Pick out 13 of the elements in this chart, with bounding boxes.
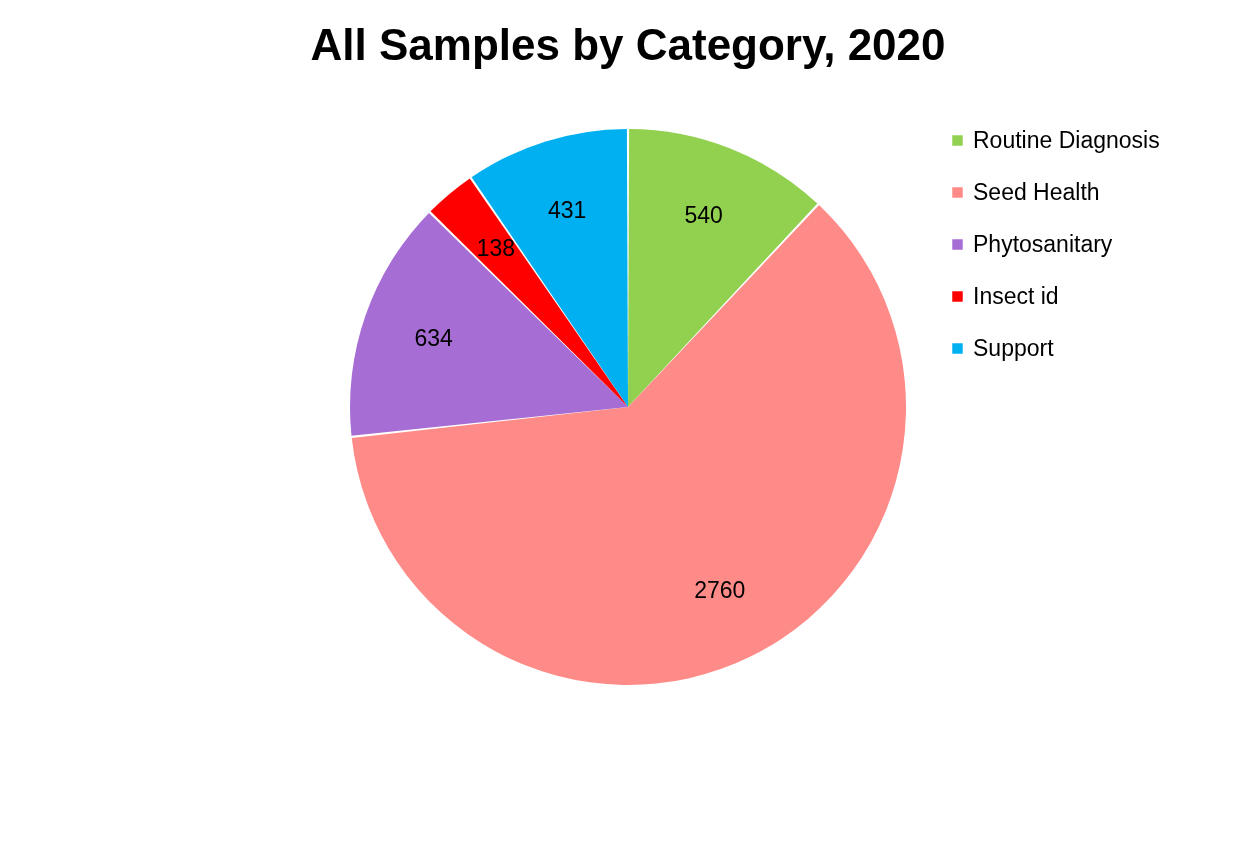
data-label: 540 [684, 201, 723, 228]
legend-label: Routine Diagnosis [973, 126, 1160, 153]
data-label: 138 [476, 235, 516, 262]
legend-label: Phytosanitary [973, 230, 1113, 257]
legend-label: Support [973, 334, 1055, 361]
pie-slice [628, 129, 818, 407]
data-label: 431 [547, 196, 587, 223]
pie-slice [471, 129, 628, 407]
data-label: 634 [414, 325, 454, 352]
data-label: 2760 [694, 577, 746, 604]
legend-label: Insect id [973, 282, 1059, 309]
chart-title: All Samples by Category, 2020 [310, 20, 946, 69]
legend-label: Seed Health [973, 178, 1100, 205]
